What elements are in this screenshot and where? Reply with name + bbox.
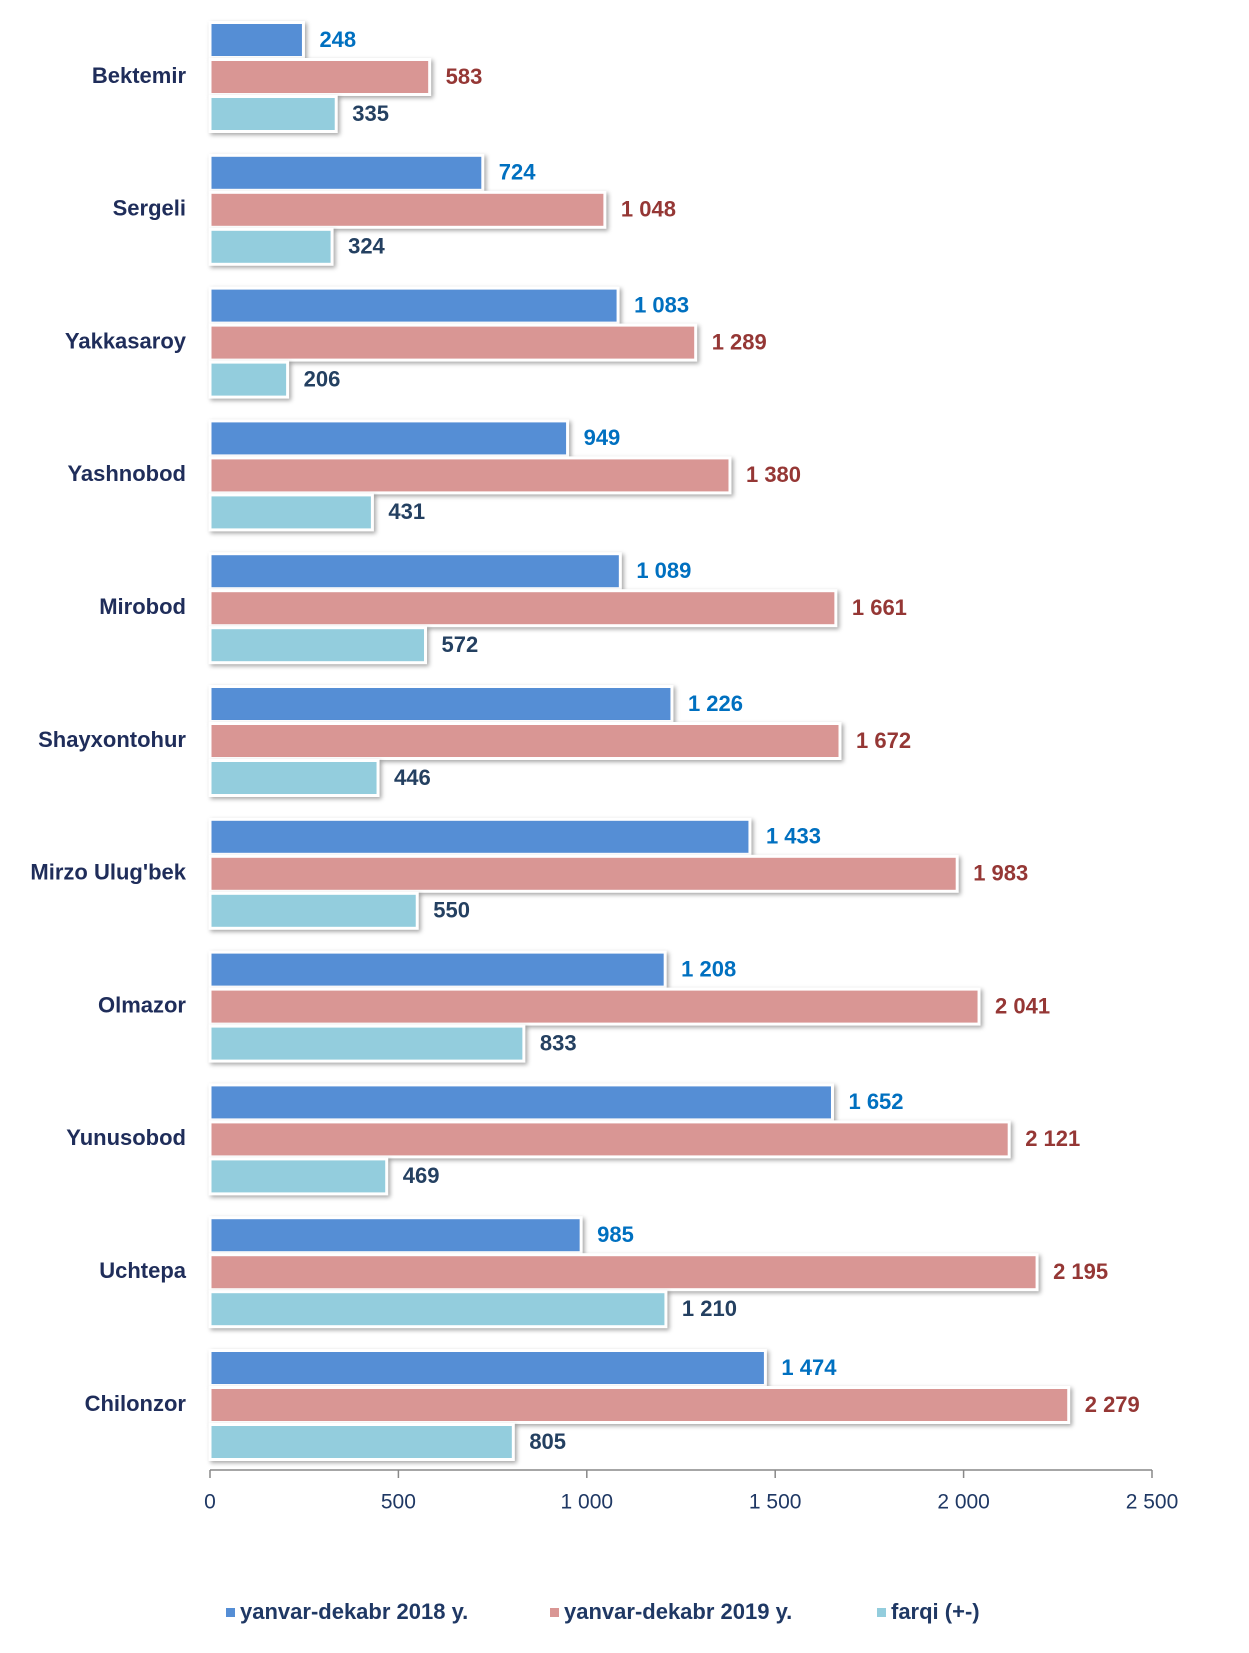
value-label: 335: [352, 101, 389, 126]
value-label: 431: [388, 499, 425, 524]
bar: [208, 817, 752, 856]
value-label: 1 380: [746, 462, 801, 487]
value-label: 1 433: [766, 824, 821, 849]
value-label: 2 121: [1025, 1126, 1080, 1151]
bar: [208, 685, 674, 723]
category-label: Shayxontohur: [38, 727, 186, 752]
value-label: 2 195: [1053, 1259, 1108, 1284]
value-label: 1 210: [682, 1296, 737, 1321]
legend-marker: [226, 1608, 235, 1617]
value-label: 1 083: [634, 292, 689, 317]
value-label: 2 041: [995, 993, 1050, 1018]
value-label: 583: [446, 64, 483, 89]
bar: [208, 891, 419, 930]
bar: [208, 854, 959, 893]
bar: [208, 58, 432, 96]
x-tick-label: 0: [204, 1491, 216, 1514]
value-label: 1 983: [973, 861, 1028, 886]
value-label: 1 289: [712, 329, 767, 354]
bar: [208, 456, 732, 495]
value-label: 1 208: [681, 956, 736, 981]
value-label: 248: [319, 27, 356, 52]
x-tick-label: 2 500: [1126, 1491, 1179, 1514]
category-label: Sergeli: [113, 196, 186, 221]
bar: [208, 227, 334, 266]
bar: [208, 722, 842, 760]
bar: [208, 1386, 1071, 1424]
bar: [208, 552, 622, 591]
value-label: 805: [529, 1429, 566, 1454]
category-label: Chilonzor: [85, 1391, 187, 1416]
category-label: Yakkasaroy: [65, 328, 187, 353]
value-label: 949: [584, 425, 621, 450]
legend-label: yanvar-dekabr 2018 y.: [240, 1599, 468, 1624]
category-label: Yashnobod: [67, 461, 186, 486]
legend-marker: [877, 1608, 886, 1617]
bar: [208, 950, 667, 989]
category-label: Uchtepa: [99, 1258, 187, 1283]
bar: [208, 1290, 668, 1329]
value-label: 206: [304, 366, 341, 391]
value-label: 1 474: [781, 1355, 837, 1380]
category-label: Mirobod: [99, 594, 186, 619]
value-label: 469: [403, 1163, 440, 1188]
bar: [208, 153, 485, 192]
bar: [208, 360, 290, 399]
category-label: Bektemir: [92, 63, 187, 88]
value-label: 833: [540, 1030, 577, 1055]
value-label: 1 089: [636, 558, 691, 583]
category-label: Olmazor: [98, 992, 186, 1017]
bar: [208, 1423, 515, 1461]
bar: [208, 1253, 1039, 1292]
bar: [208, 987, 981, 1026]
x-tick-label: 1 000: [561, 1491, 614, 1514]
bar: [208, 21, 305, 59]
bar: [208, 1349, 767, 1387]
value-label: 1 226: [688, 691, 743, 716]
value-label: 572: [442, 632, 479, 657]
category-label: Yunusobod: [66, 1125, 186, 1150]
bar: [208, 759, 380, 797]
bar: [208, 626, 428, 665]
value-label: 985: [597, 1222, 634, 1247]
bar: [208, 1024, 526, 1063]
value-label: 2 279: [1085, 1392, 1140, 1417]
category-label: Mirzo Ulug'bek: [30, 860, 186, 885]
x-tick-label: 500: [381, 1491, 416, 1514]
bar: [208, 1216, 583, 1255]
legend-marker: [550, 1608, 559, 1617]
legend-label: farqi (+-): [891, 1599, 980, 1624]
bar: [208, 1120, 1011, 1159]
value-label: 1 652: [848, 1089, 903, 1114]
value-label: 1 672: [856, 728, 911, 753]
value-label: 724: [499, 160, 536, 185]
bar: [208, 419, 570, 458]
legend-label: yanvar-dekabr 2019 y.: [564, 1599, 792, 1624]
bar: [208, 493, 374, 532]
bar: [208, 589, 838, 628]
value-label: 324: [348, 234, 385, 259]
bar: [208, 190, 607, 229]
bar: [208, 1083, 834, 1122]
value-label: 550: [433, 898, 470, 923]
value-label: 1 048: [621, 197, 676, 222]
x-tick-label: 1 500: [749, 1491, 802, 1514]
bar: [208, 323, 698, 362]
bar: [208, 1157, 389, 1196]
value-label: 446: [394, 765, 431, 790]
x-tick-label: 2 000: [937, 1491, 990, 1514]
bar: [208, 95, 338, 133]
value-label: 1 661: [852, 595, 907, 620]
bar: [208, 286, 620, 325]
